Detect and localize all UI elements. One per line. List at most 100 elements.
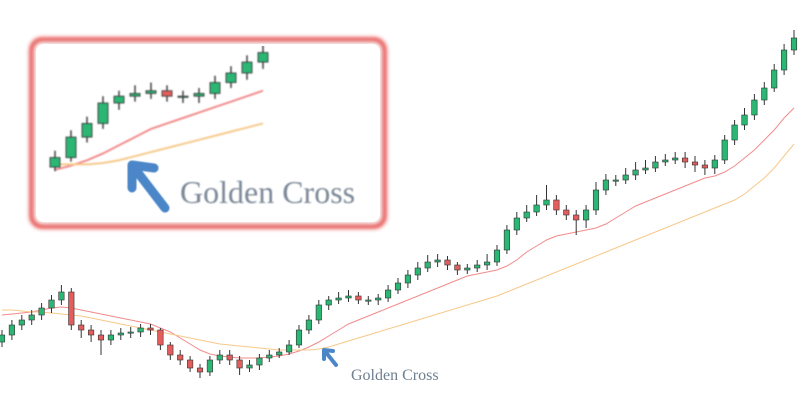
candle-body: [97, 334, 105, 341]
candle-body: [761, 87, 768, 101]
candle-body: [672, 157, 679, 161]
candle-body: [127, 331, 134, 334]
candle-body: [652, 161, 659, 169]
candle-body: [404, 274, 411, 284]
candle-body: [266, 354, 273, 359]
candle-body: [394, 282, 402, 291]
candle-body: [286, 344, 293, 353]
candle-body: [209, 82, 221, 94]
candle-body: [38, 307, 45, 316]
candle-body: [751, 99, 758, 116]
candle-body: [701, 164, 708, 169]
candle-body: [145, 90, 157, 94]
candle-body: [58, 291, 65, 301]
candle-body: [161, 90, 173, 97]
candle-body: [602, 179, 609, 191]
candle-body: [8, 324, 15, 336]
inset-annotation: Golden Cross: [180, 174, 355, 210]
candle-body: [513, 217, 520, 231]
candle-body: [117, 332, 124, 336]
candle-body: [48, 299, 55, 309]
inset-arrow: [127, 160, 170, 213]
candle-body: [335, 297, 342, 301]
candle-body: [196, 367, 204, 373]
candle-body: [592, 189, 600, 211]
candle-body: [49, 157, 61, 168]
candle-body: [225, 72, 237, 83]
candle-body: [464, 267, 471, 271]
annotation: Golden Cross: [351, 367, 439, 384]
candle-body: [533, 204, 540, 213]
candle-body: [256, 357, 263, 366]
main-plot: [0, 30, 798, 378]
candle-body: [632, 169, 639, 176]
candle-body: [157, 329, 164, 346]
moving-average: [1, 107, 795, 359]
candle-body: [177, 354, 184, 361]
candle-body: [771, 69, 778, 89]
inset: Golden Cross: [29, 37, 387, 229]
candle-body: [81, 123, 93, 138]
candle-body: [325, 299, 332, 306]
candle-body: [137, 327, 144, 333]
candle-body: [563, 209, 570, 216]
candle-body: [187, 359, 194, 369]
candle-body: [88, 329, 95, 336]
annotation-arrow: [322, 348, 338, 367]
candle-body: [523, 211, 530, 219]
candle-body: [711, 159, 718, 169]
moving-average: [54, 89, 264, 171]
candle-body: [474, 264, 481, 269]
candle-body: [68, 291, 75, 326]
candle-body: [493, 249, 501, 263]
candle-body: [177, 95, 189, 98]
candle-body: [583, 209, 590, 221]
candle-body: [147, 327, 154, 331]
candle-body: [424, 261, 431, 269]
candle-body: [375, 297, 382, 301]
candle-body: [236, 359, 243, 369]
candle-body: [65, 136, 77, 158]
candle-body: [543, 199, 550, 206]
candle-body: [622, 174, 629, 181]
candle-body: [781, 49, 788, 71]
candle-body: [642, 167, 649, 171]
candle-body: [355, 295, 362, 301]
candle-body: [78, 324, 85, 331]
candle-body: [305, 319, 312, 331]
candle-body: [107, 334, 114, 341]
candle-body: [167, 344, 174, 356]
candle-body: [226, 354, 233, 361]
candle-body: [790, 37, 798, 51]
candle-body: [731, 124, 738, 141]
candle-body: [28, 314, 35, 321]
candle-body: [295, 329, 303, 346]
candle-body: [454, 264, 461, 271]
candle-body: [246, 364, 253, 369]
candle-body: [414, 267, 421, 276]
candle-body: [503, 229, 510, 251]
candle-body: [444, 259, 451, 266]
candle-body: [97, 102, 109, 124]
candle-body: [553, 199, 560, 211]
candle-body: [682, 157, 689, 163]
candle-body: [612, 179, 619, 182]
candle-body: [345, 295, 352, 299]
candle-body: [193, 93, 205, 97]
candle-body: [216, 354, 223, 361]
candle-body: [206, 359, 213, 373]
candle-body: [434, 259, 441, 263]
moving-average: [2, 143, 795, 351]
candle-body: [741, 114, 748, 126]
candle-body: [129, 93, 141, 97]
candle-body: [721, 139, 728, 161]
candle-body: [484, 261, 491, 266]
candle-body: [365, 299, 372, 302]
candle-body: [276, 351, 283, 356]
moving-average: [55, 122, 264, 166]
candle-body: [0, 334, 6, 343]
candle-body: [18, 319, 25, 326]
candle-body: [573, 214, 580, 221]
candle-body: [241, 61, 253, 74]
